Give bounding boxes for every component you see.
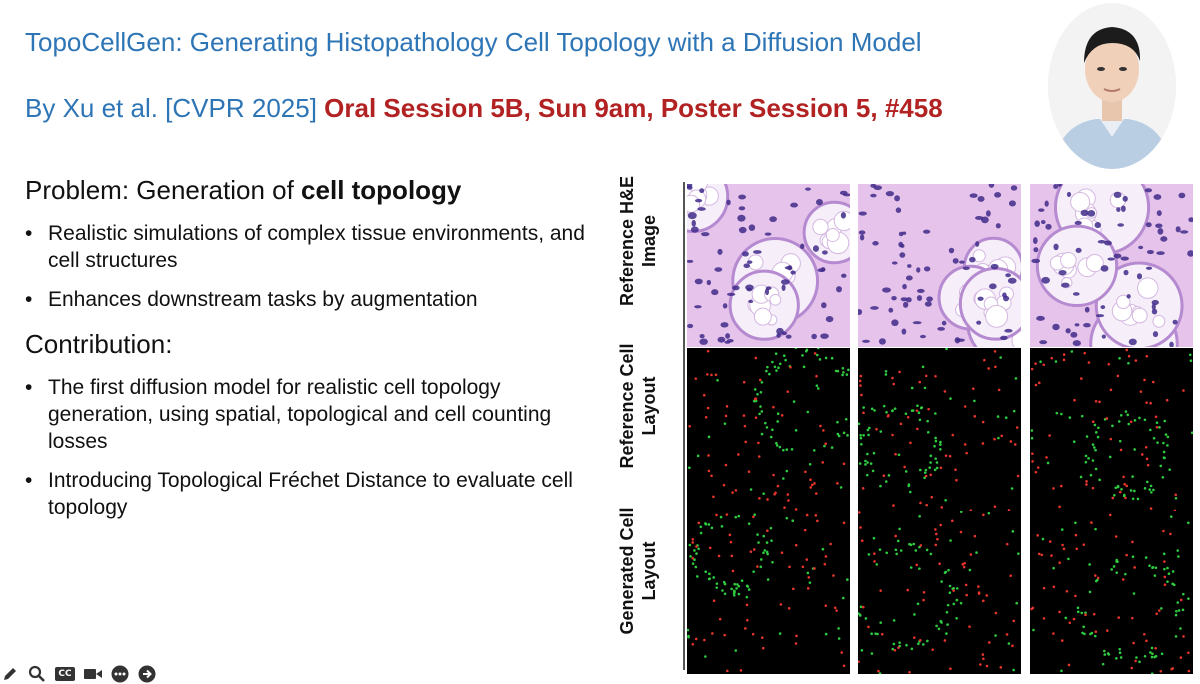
he-image-1 [687, 184, 850, 347]
list-item: Introducing Topological Fréchet Distance… [25, 467, 605, 521]
presenter-toolbar: CC [0, 663, 157, 684]
pen-icon[interactable] [0, 664, 20, 684]
row-label-reference-he: Reference H&E Image [617, 175, 659, 307]
slide-title: TopoCellGen: Generating Histopathology C… [25, 27, 922, 57]
reference-layout-1 [687, 348, 850, 511]
more-icon[interactable] [110, 664, 130, 684]
slide-subtitle: By Xu et al. [CVPR 2025] Oral Session 5B… [25, 93, 943, 124]
row-label-reference-layout: Reference Cell Layout [617, 343, 659, 469]
authors-text: By Xu et al. [CVPR 2025] [25, 93, 325, 123]
list-item: The first diffusion model for realistic … [25, 374, 605, 455]
row-label-generated-layout: Generated Cell Layout [617, 507, 659, 635]
reference-layout-3 [1030, 348, 1193, 511]
generated-layout-2 [858, 511, 1021, 674]
session-text: Oral Session 5B, Sun 9am, Poster Session… [324, 93, 943, 123]
reference-layout-2 [858, 348, 1021, 511]
next-icon[interactable] [137, 664, 157, 684]
speaker-photo [1048, 3, 1176, 169]
list-item: Enhances downstream tasks by augmentatio… [25, 286, 605, 313]
problem-bullets: Realistic simulations of complex tissue … [25, 220, 605, 325]
camera-icon[interactable] [83, 664, 103, 684]
closed-captions-icon[interactable]: CC [54, 664, 76, 684]
contribution-bullets: The first diffusion model for realistic … [25, 374, 605, 533]
generated-layout-1 [687, 511, 850, 674]
he-image-3 [1030, 184, 1193, 347]
generated-layout-3 [1030, 511, 1193, 674]
problem-heading: Problem: Generation of cell topology [25, 175, 462, 205]
list-item: Realistic simulations of complex tissue … [25, 220, 605, 274]
he-image-2 [858, 184, 1021, 347]
figure-divider [683, 182, 685, 670]
zoom-icon[interactable] [27, 664, 47, 684]
contribution-heading: Contribution: [25, 329, 173, 359]
